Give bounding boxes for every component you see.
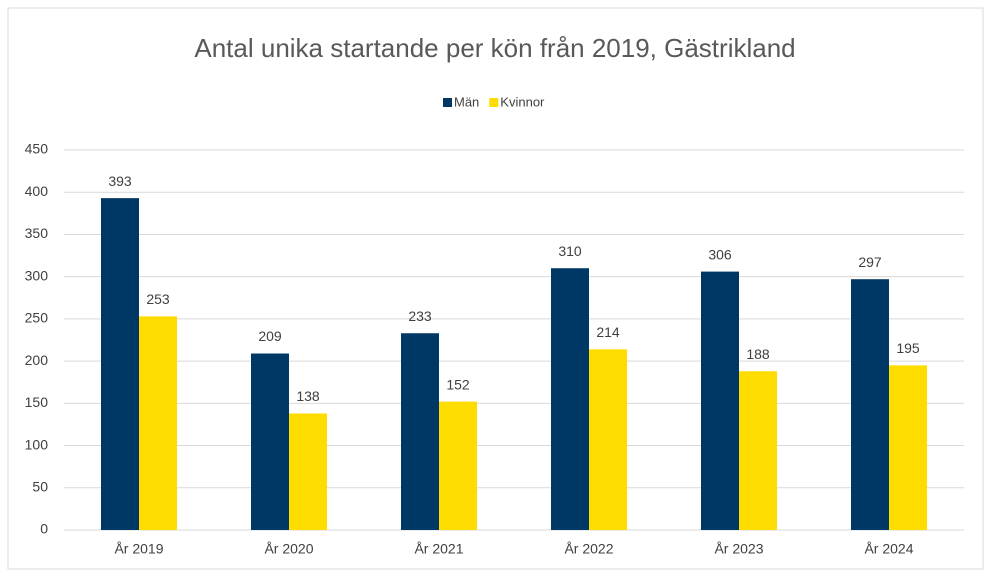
- data-label: 195: [896, 340, 920, 356]
- data-label: 393: [108, 173, 132, 189]
- data-label: 209: [258, 328, 282, 344]
- x-tick-label: År 2019: [114, 541, 163, 557]
- legend-swatch: [489, 98, 499, 107]
- bar: [889, 365, 927, 530]
- data-label: 310: [558, 243, 582, 259]
- y-tick-label: 350: [25, 225, 49, 241]
- data-label: 233: [408, 308, 432, 324]
- x-tick-label: År 2020: [264, 541, 313, 557]
- legend-swatch: [443, 98, 452, 107]
- bar: [739, 371, 777, 530]
- y-tick-label: 450: [25, 141, 49, 157]
- x-tick-label: År 2024: [864, 541, 913, 557]
- y-tick-label: 400: [25, 183, 49, 199]
- y-tick-label: 250: [25, 310, 49, 326]
- data-label: 138: [296, 388, 320, 404]
- y-tick-label: 200: [25, 352, 49, 368]
- data-label: 152: [446, 376, 470, 392]
- data-label: 297: [858, 254, 882, 270]
- bar: [589, 349, 627, 530]
- data-label: 306: [708, 246, 732, 262]
- bar: [139, 316, 177, 530]
- bar: [551, 268, 589, 530]
- y-tick-label: 100: [25, 436, 49, 452]
- legend-label: Män: [454, 94, 479, 109]
- bar: [851, 279, 889, 530]
- bar: [439, 401, 477, 530]
- bar: [401, 333, 439, 530]
- bar: [701, 271, 739, 530]
- y-tick-label: 50: [32, 478, 48, 494]
- data-label: 253: [146, 291, 170, 307]
- x-tick-label: År 2023: [714, 541, 763, 557]
- x-tick-label: År 2022: [564, 541, 613, 557]
- bar: [101, 198, 139, 530]
- y-tick-label: 300: [25, 267, 49, 283]
- data-label: 214: [596, 324, 620, 340]
- chart-title: Antal unika startande per kön från 2019,…: [194, 33, 795, 63]
- bar: [251, 353, 289, 530]
- x-tick-label: År 2021: [414, 541, 463, 557]
- legend-label: Kvinnor: [500, 94, 545, 109]
- bar: [289, 413, 327, 530]
- y-tick-label: 0: [40, 521, 48, 537]
- y-tick-label: 150: [25, 394, 49, 410]
- data-label: 188: [746, 346, 770, 362]
